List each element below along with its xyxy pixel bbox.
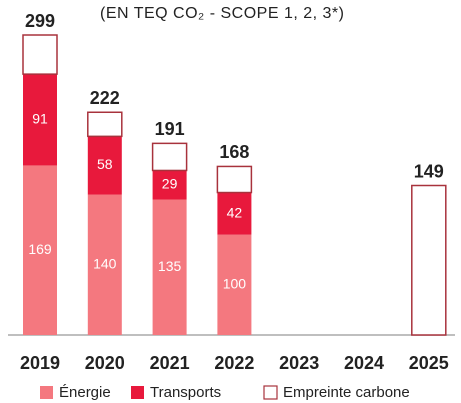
total-label: 149 — [414, 161, 444, 181]
x-tick-label: 2025 — [409, 353, 449, 373]
bar-segment — [23, 74, 57, 166]
x-tick-label: 2022 — [214, 353, 254, 373]
value-label: 100 — [223, 276, 247, 292]
chart-subtitle: (EN TEQ CO₂ - SCOPE 1, 2, 3*) — [100, 5, 344, 22]
legend-swatch — [40, 386, 53, 399]
value-label: 140 — [93, 255, 117, 271]
x-tick-label: 2024 — [344, 353, 384, 373]
total-label: 299 — [25, 11, 55, 31]
x-tick-label: 2020 — [85, 353, 125, 373]
value-label: 91 — [32, 110, 48, 126]
x-tick-label: 2019 — [20, 353, 60, 373]
legend-swatch — [131, 386, 144, 399]
bar-segment — [87, 111, 123, 138]
value-label: 169 — [28, 241, 52, 257]
bar-segment — [217, 192, 252, 235]
bar-segment — [152, 170, 187, 200]
bar-segment — [217, 234, 252, 335]
x-tick-label: 2023 — [279, 353, 319, 373]
value-label: 29 — [162, 176, 178, 192]
bar-segment — [87, 136, 122, 195]
bar-segment — [23, 165, 57, 335]
legend-swatch — [263, 385, 278, 400]
legend-label: Empreinte carbone — [283, 384, 410, 401]
value-label: 135 — [158, 258, 182, 274]
legend-label: Énergie — [59, 384, 111, 401]
bar-segment — [87, 194, 122, 335]
legend-label: Transports — [150, 384, 221, 401]
bar-segment — [216, 165, 253, 194]
x-tick-label: 2021 — [150, 353, 190, 373]
value-label: 42 — [227, 204, 243, 220]
total-label: 222 — [90, 88, 120, 108]
bar-segment — [22, 34, 58, 75]
bar-segment — [151, 142, 188, 172]
value-label: 58 — [97, 156, 113, 172]
bar-segment — [152, 199, 187, 335]
bar-segment — [411, 184, 447, 336]
total-label: 168 — [219, 142, 249, 162]
total-label: 191 — [155, 119, 185, 139]
